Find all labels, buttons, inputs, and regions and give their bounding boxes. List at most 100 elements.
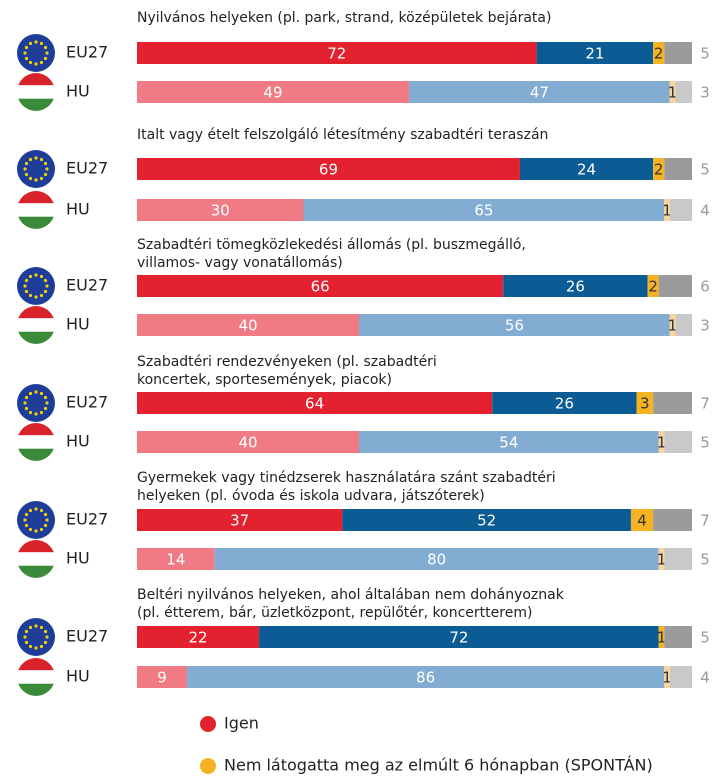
row-label: EU27	[66, 510, 108, 529]
star	[23, 518, 27, 522]
bar-segment	[653, 158, 665, 180]
stripe	[17, 423, 55, 436]
bar-segment	[137, 548, 215, 570]
star	[39, 274, 44, 279]
bar-segment	[658, 626, 665, 648]
bar-segment	[675, 314, 692, 336]
bar-segment	[664, 548, 692, 570]
stripe	[17, 318, 55, 332]
star	[45, 635, 49, 639]
star	[43, 161, 48, 166]
star	[24, 45, 29, 50]
bar-segment	[137, 431, 359, 453]
bar-segment	[664, 158, 692, 180]
hu-flag	[17, 73, 55, 111]
flag	[17, 540, 55, 578]
data-label: 66	[311, 278, 330, 296]
star	[23, 51, 27, 55]
star	[45, 167, 49, 171]
data-label: 86	[416, 669, 435, 687]
group-title: Gyermekek vagy tinédzserek használatára …	[137, 470, 556, 486]
star	[23, 284, 27, 288]
row-label: EU27	[66, 627, 108, 646]
hu-flag	[17, 423, 55, 461]
bar-segment	[137, 275, 504, 297]
stripe	[17, 435, 55, 449]
bar-segment	[664, 431, 692, 453]
hu-flag	[17, 540, 55, 578]
row-label: HU	[66, 549, 90, 568]
bar-segment	[342, 509, 631, 531]
star	[28, 527, 33, 532]
hu-flag	[17, 658, 55, 696]
stripe	[17, 540, 55, 553]
row-label: HU	[66, 432, 90, 451]
star	[28, 410, 33, 415]
data-label: 1	[662, 202, 672, 220]
data-label: 54	[499, 434, 518, 452]
flag	[17, 618, 55, 656]
bar-segment	[137, 158, 520, 180]
bar-segment	[669, 666, 692, 688]
data-label: 64	[305, 395, 324, 413]
stripe	[17, 670, 55, 684]
data-label: 2	[654, 161, 664, 179]
star	[43, 278, 48, 283]
star	[34, 40, 38, 44]
flag	[17, 306, 55, 344]
star	[43, 289, 48, 294]
star	[28, 391, 33, 396]
bar-segment	[664, 199, 670, 221]
data-label: 7	[700, 512, 710, 530]
data-label: 4	[637, 512, 647, 530]
stripe	[17, 448, 55, 461]
star	[39, 625, 44, 630]
data-label: 2	[648, 278, 658, 296]
flag	[17, 73, 55, 111]
flag	[17, 423, 55, 461]
star	[45, 284, 49, 288]
star	[28, 644, 33, 649]
row-label: EU27	[66, 159, 108, 178]
data-label: 37	[230, 512, 249, 530]
data-label: 80	[427, 551, 446, 569]
bar-segment	[664, 666, 670, 688]
star	[39, 60, 44, 65]
star	[39, 157, 44, 162]
data-label: 3	[640, 395, 650, 413]
star	[24, 278, 29, 283]
star	[43, 45, 48, 50]
star	[23, 401, 27, 405]
star	[39, 410, 44, 415]
star	[43, 629, 48, 634]
star	[39, 508, 44, 513]
bar-segment	[303, 199, 665, 221]
data-label: 14	[166, 551, 185, 569]
stripe	[17, 658, 55, 671]
flag	[17, 384, 55, 422]
eu-flag	[17, 34, 55, 72]
flag	[17, 501, 55, 539]
bar-segment	[137, 392, 493, 414]
star	[28, 60, 33, 65]
bar-segment	[137, 509, 343, 531]
legend-marker	[200, 716, 216, 732]
star	[45, 401, 49, 405]
group-title: Beltéri nyilvános helyeken, ahol általáb…	[137, 587, 565, 603]
stripe	[17, 306, 55, 319]
star	[34, 156, 38, 160]
data-label: 1	[657, 629, 667, 647]
bar-segment	[669, 81, 676, 103]
row-label: EU27	[66, 43, 108, 62]
group-title: (pl. étterem, bár, üzletközpont, repülőt…	[137, 605, 532, 621]
bar-segment	[503, 275, 648, 297]
stripe	[17, 216, 55, 229]
stripe	[17, 73, 55, 86]
star	[39, 391, 44, 396]
data-label: 1	[657, 434, 667, 452]
bar-segment	[669, 314, 676, 336]
data-label: 30	[211, 202, 230, 220]
star	[34, 178, 38, 182]
group-title: villamos- vagy vonatállomás)	[137, 255, 343, 271]
star	[39, 527, 44, 532]
